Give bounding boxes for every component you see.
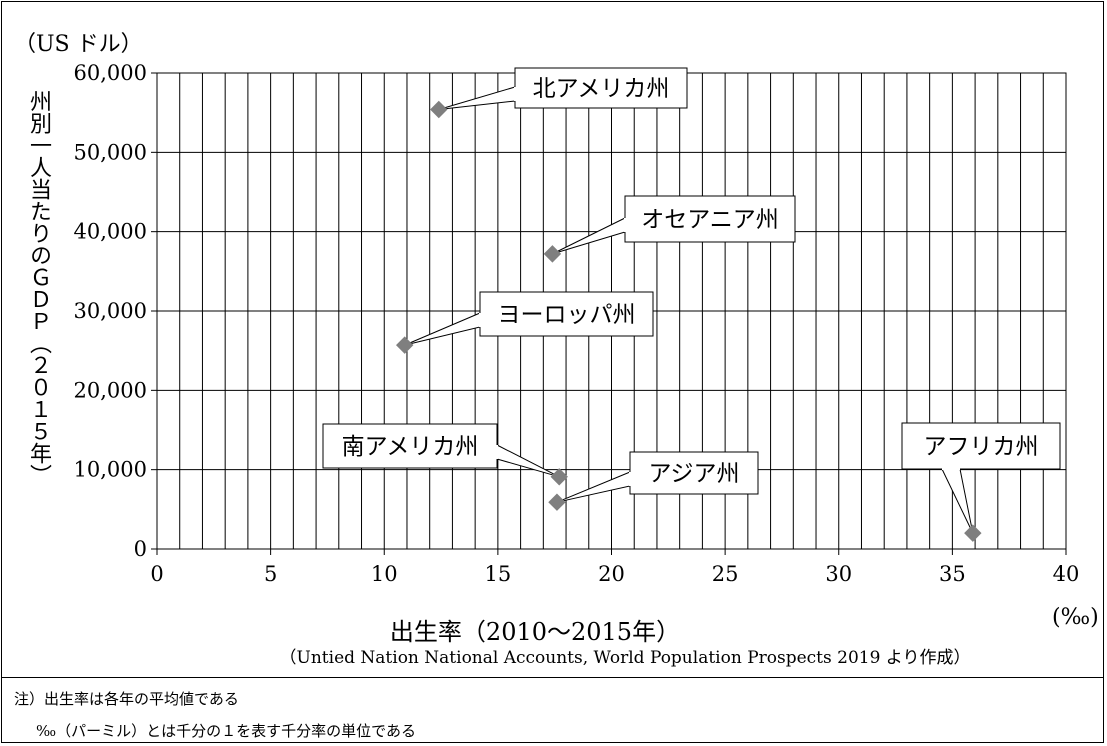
source-caption: （Untied Nation National Accounts, World … — [279, 648, 971, 668]
callout-box — [322, 423, 498, 469]
x-axis-title: 出生率（2010〜2015年） — [389, 618, 681, 646]
y-axis-title: 州別一人当たりのＧＤＰ（２０１５年） — [26, 90, 51, 486]
y-tick-label: 40,000 — [74, 220, 147, 244]
y-tick-label: 10,000 — [74, 458, 147, 482]
callout-label: アジア州 — [648, 461, 739, 487]
x-axis-unit: (‰) — [1052, 605, 1099, 630]
note-line-1: 注）出生率は各年の平均値である — [14, 690, 239, 708]
x-tick-label: 20 — [598, 562, 625, 586]
callout-pointer — [438, 86, 516, 110]
x-tick-label: 15 — [485, 562, 512, 586]
y-axis-unit: （US ドル） — [14, 32, 143, 57]
x-tick-label: 35 — [939, 562, 966, 586]
callout-box — [479, 291, 654, 337]
y-tick-label: 0 — [134, 537, 147, 561]
note-divider — [1, 677, 1104, 678]
data-point-marker — [548, 493, 566, 511]
callout-pointer — [941, 468, 974, 534]
x-tick-label: 5 — [264, 562, 277, 586]
callout-label: アフリカ州 — [924, 434, 1039, 460]
callout-label: 北アメリカ州 — [533, 76, 670, 102]
y-tick-label: 30,000 — [74, 299, 147, 323]
callout-pointer — [496, 444, 560, 478]
data-point-marker — [550, 468, 568, 486]
x-tick-label: 10 — [371, 562, 398, 586]
callout-label: ヨーロッパ州 — [498, 302, 636, 328]
y-tick-label: 50,000 — [74, 140, 147, 164]
data-point-marker — [430, 100, 448, 119]
x-tick-label: 25 — [712, 562, 739, 586]
x-tick-label: 30 — [825, 562, 852, 586]
y-tick-label: 20,000 — [74, 378, 147, 402]
callout-box — [514, 67, 688, 109]
callout-pointer — [556, 471, 631, 503]
note-line-2: ‰（パーミル）とは千分の１を表す千分率の単位である — [36, 722, 416, 740]
callout-box — [629, 451, 759, 495]
callout-box — [901, 422, 1061, 470]
x-tick-label: 0 — [150, 562, 163, 586]
x-tick-label: 40 — [1053, 562, 1080, 586]
callout-label: オセアニア州 — [641, 207, 779, 233]
data-point-marker — [395, 336, 414, 354]
callout-label: 南アメリカ州 — [342, 434, 479, 460]
data-point-marker — [964, 524, 982, 542]
callout-pointer — [404, 312, 481, 346]
y-tick-label: 60,000 — [74, 61, 147, 85]
data-point-marker — [543, 245, 562, 263]
